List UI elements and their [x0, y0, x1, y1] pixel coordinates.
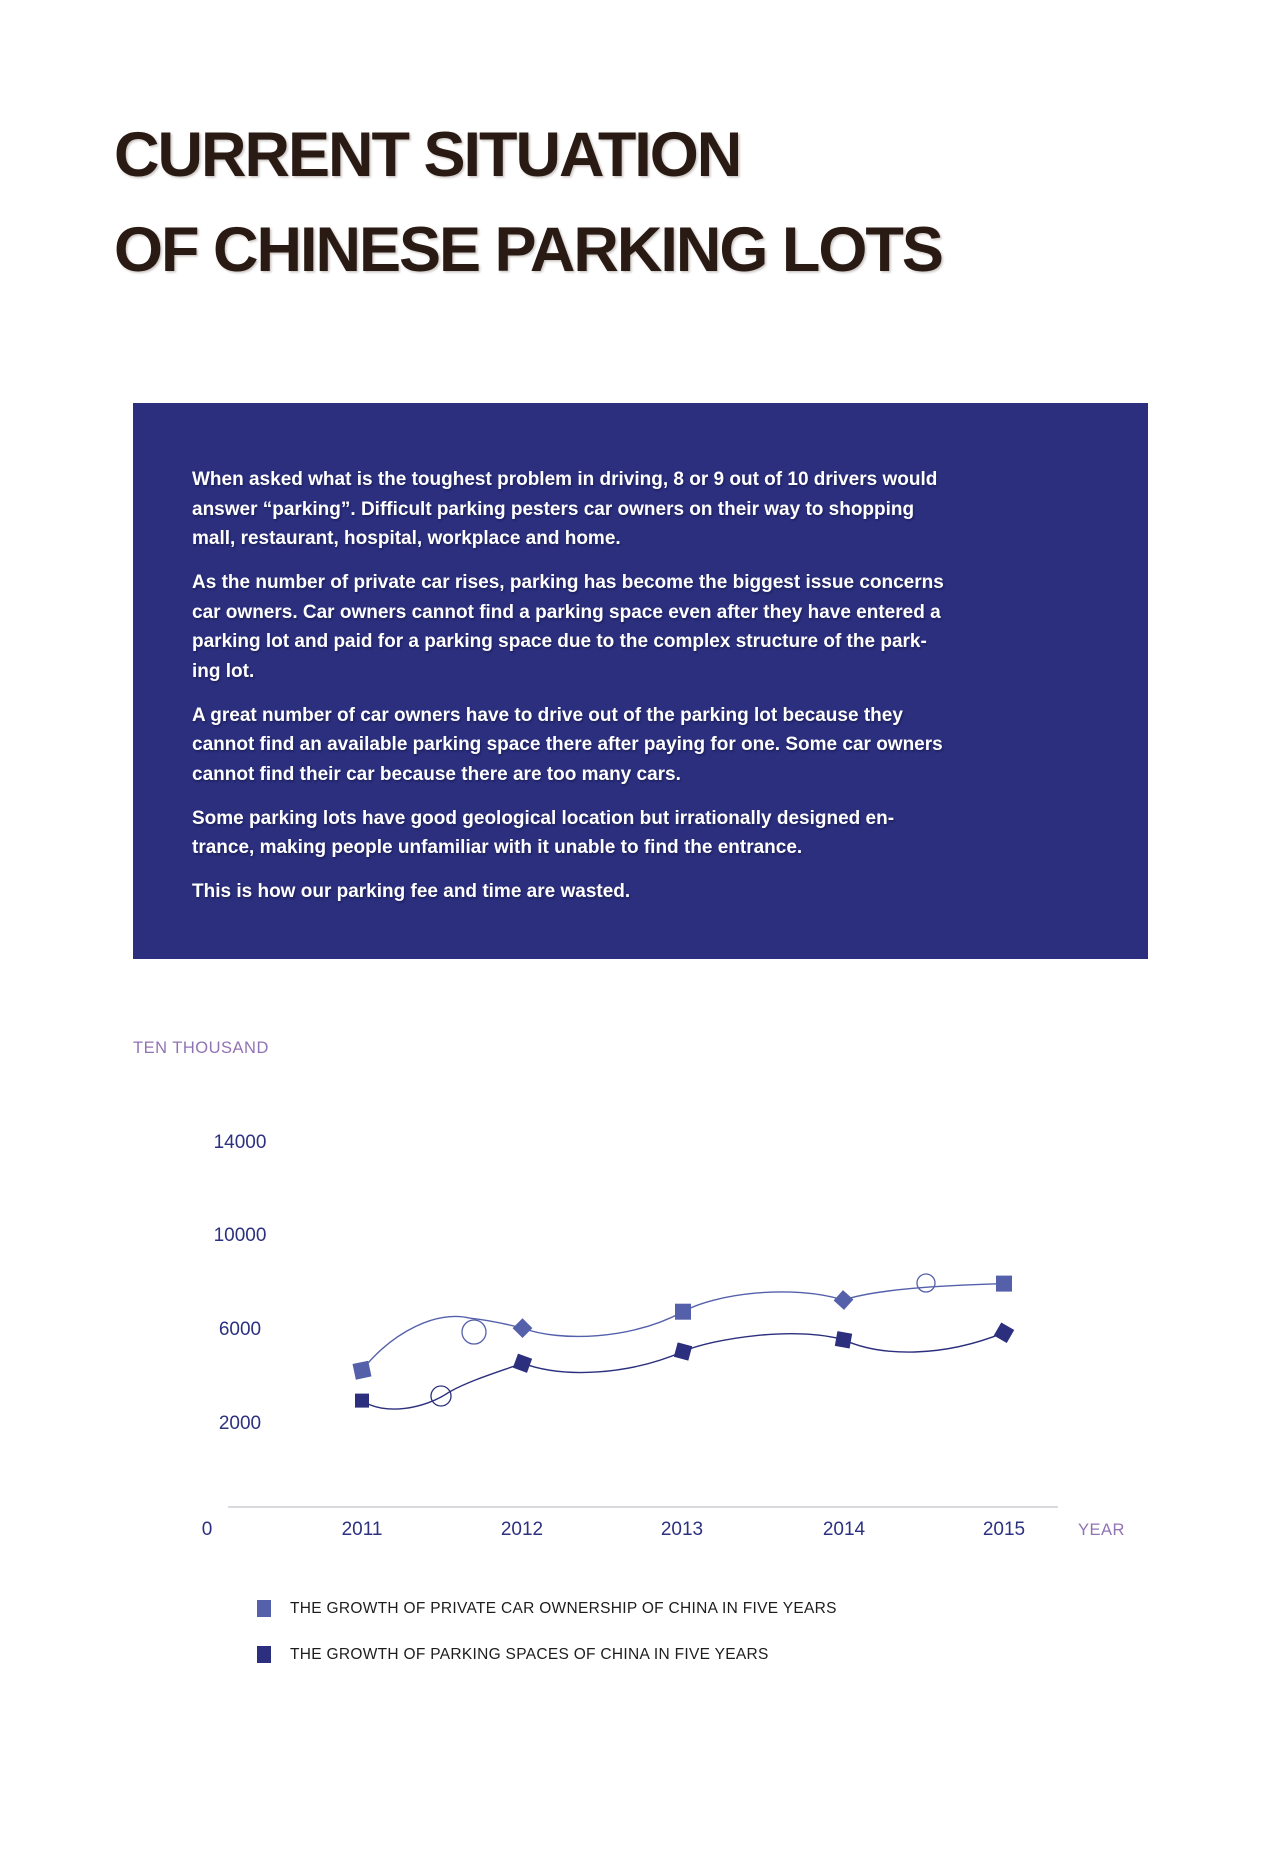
series1-curve [361, 1282, 1005, 1371]
legend-item-parking-spaces: THE GROWTH OF PARKING SPACES OF CHINA IN… [257, 1646, 769, 1663]
y-tick-2000: 2000 [218, 1413, 262, 1434]
intro-paragraph-5: This is how our parking fee and time are… [192, 881, 631, 902]
x-tick-2012: 2012 [500, 1519, 544, 1540]
series1-marker-2011 [352, 1360, 372, 1380]
title-line-1: CURRENT SITUATION [114, 120, 742, 190]
y-axis-unit-label: TEN THOUSAND [133, 1039, 269, 1057]
y-tick-10000: 10000 [213, 1225, 267, 1246]
series1-marker-2012 [512, 1318, 533, 1338]
x-tick-2011: 2011 [341, 1519, 383, 1540]
series2-marker-2012 [512, 1353, 533, 1373]
x-tick-origin: 0 [201, 1519, 213, 1540]
x-axis-title: YEAR [1078, 1521, 1125, 1539]
series1-marker-2015 [996, 1275, 1012, 1292]
legend-swatch-private-car-icon [257, 1600, 271, 1617]
x-axis-line [228, 1506, 1058, 1508]
x-tick-2013: 2013 [660, 1519, 704, 1540]
curve-loop-flourish [916, 1273, 936, 1293]
legend-swatch-parking-spaces-icon [257, 1646, 271, 1663]
series1-marker-2014 [833, 1290, 854, 1310]
legend-label-private-car: THE GROWTH OF PRIVATE CAR OWNERSHIP OF C… [290, 1600, 837, 1617]
series2-marker-2011 [355, 1393, 369, 1408]
y-tick-14000: 14000 [213, 1132, 267, 1153]
intro-panel: When asked what is the toughest problem … [133, 403, 1148, 959]
curve-loop-flourish [461, 1319, 487, 1345]
intro-paragraph-3: A great number of car owners have to dri… [192, 704, 943, 785]
y-tick-6000: 6000 [218, 1319, 262, 1340]
title-line-2: OF CHINESE PARKING LOTS [114, 215, 944, 285]
x-tick-2015: 2015 [982, 1519, 1026, 1540]
series2-marker-2013 [673, 1342, 693, 1361]
series1-marker-2013 [675, 1303, 691, 1320]
curve-loop-flourish [430, 1385, 452, 1407]
series2-marker-2014 [834, 1331, 853, 1349]
intro-paragraph-4: Some parking lots have good geological l… [192, 807, 895, 859]
intro-paragraph-1: When asked what is the toughest problem … [192, 469, 938, 549]
series2-marker-2015 [993, 1322, 1015, 1343]
legend-item-private-car: THE GROWTH OF PRIVATE CAR OWNERSHIP OF C… [257, 1600, 837, 1617]
legend-label-parking-spaces: THE GROWTH OF PARKING SPACES OF CHINA IN… [290, 1646, 769, 1663]
series2-curve [361, 1332, 1005, 1410]
x-tick-2014: 2014 [822, 1519, 866, 1540]
intro-paragraph-2: As the number of private car rises, park… [192, 572, 944, 682]
